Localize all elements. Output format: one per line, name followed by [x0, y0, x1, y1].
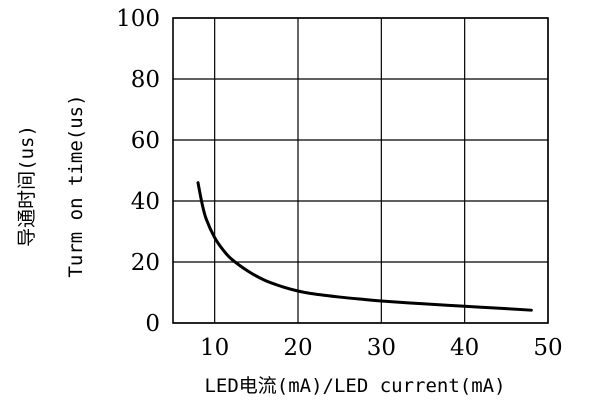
x-axis-title: LED电流(mA)/LED current(mA): [204, 375, 505, 397]
x-tick-label-50: 50: [533, 335, 562, 361]
y-tick-label-40: 40: [131, 189, 160, 215]
y-tick-label-0: 0: [145, 311, 160, 337]
tick-labels: 10 20 30 40 50 0 20 40 60 80 100: [116, 6, 563, 361]
series-layer: [196, 181, 533, 312]
x-tick-label-30: 30: [367, 335, 396, 361]
y-tick-label-20: 20: [131, 250, 160, 276]
y-tick-label-100: 100: [116, 6, 160, 32]
y-tick-label-60: 60: [131, 128, 160, 154]
series-line-0: [196, 181, 533, 312]
y-tick-label-80: 80: [131, 67, 160, 93]
x-tick-label-10: 10: [200, 335, 229, 361]
plot-frame: [172, 17, 549, 324]
x-tick-label-20: 20: [283, 335, 312, 361]
y-axis-title-cn: 导通时间(us): [16, 125, 38, 247]
y-axis-title-en: Turm on time(us): [65, 94, 87, 277]
grid: [172, 17, 549, 324]
x-tick-label-40: 40: [450, 335, 479, 361]
